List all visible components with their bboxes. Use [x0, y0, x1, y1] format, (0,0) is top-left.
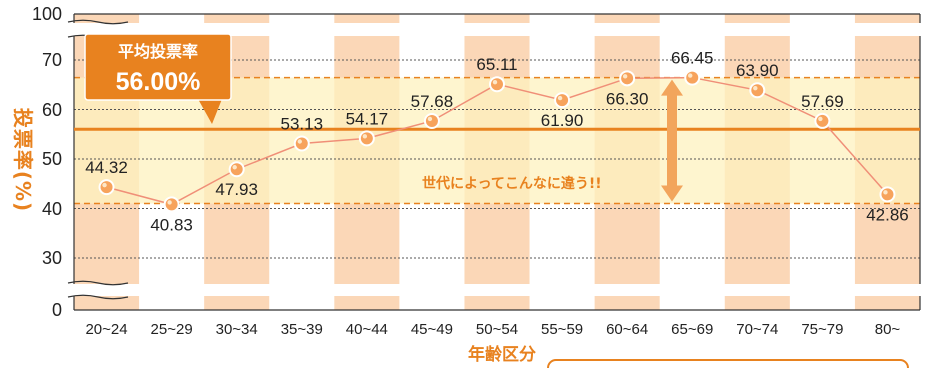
data-point: [358, 130, 375, 147]
data-point-highlight: [297, 139, 302, 144]
average-callout: 平均投票率 56.00%: [84, 33, 232, 124]
y-tick-label: 100: [32, 4, 62, 24]
break-wave: [67, 294, 129, 300]
x-category-label: 50~54: [476, 321, 518, 338]
y-tick-labels: 0 30 40 50 60 70 100: [32, 4, 62, 320]
data-point: [228, 161, 245, 178]
data-label: 54.17: [346, 109, 389, 128]
y-tick-label: 0: [52, 300, 62, 320]
data-point: [749, 82, 766, 99]
break-gap: [66, 23, 928, 36]
data-point: [489, 76, 505, 93]
data-point: [879, 186, 896, 203]
x-category-label: 55~59: [541, 321, 583, 338]
data-label: 66.30: [606, 89, 649, 108]
data-point-highlight: [167, 200, 172, 205]
axis-breaks: [66, 19, 928, 300]
average-value: 56.00%: [116, 68, 201, 96]
data-label: 47.93: [215, 180, 258, 199]
data-label: 40.83: [150, 215, 193, 234]
data-point: [684, 69, 701, 86]
average-callout-pointer: [198, 99, 222, 124]
data-point-highlight: [102, 182, 107, 188]
data-point-highlight: [232, 165, 237, 170]
x-category-labels: 20~24 25~29 30~34 35~39 40~44 45~49 50~54 55~59…: [85, 321, 900, 338]
y-tick-label: 30: [42, 248, 62, 268]
data-point-highlight: [622, 74, 628, 79]
average-callout-box: [84, 33, 232, 101]
data-point-highlight: [753, 85, 758, 91]
x-category-label: 60~64: [606, 321, 648, 338]
double-arrow-shape: [661, 79, 683, 202]
data-point: [554, 92, 571, 109]
footer-box: [547, 359, 909, 368]
data-point: [293, 135, 310, 152]
data-point-highlight: [427, 116, 433, 122]
break-wave: [67, 19, 129, 25]
x-category-label: 65~69: [671, 321, 713, 338]
x-category-label: 40~44: [346, 321, 388, 338]
data-label: 63.90: [736, 61, 779, 80]
x-category-label: 30~34: [216, 321, 258, 338]
average-title: 平均投票率: [118, 42, 198, 61]
y-axis-title: 投票率(%): [11, 108, 35, 212]
data-label: 57.68: [411, 92, 454, 111]
data-point: [98, 179, 115, 196]
y-tick-label: 50: [42, 149, 62, 169]
data-point: [619, 70, 636, 87]
break-gap: [66, 284, 928, 296]
data-label: 53.13: [280, 115, 323, 134]
x-axis-title: 年齢区分: [468, 344, 536, 365]
data-point-highlight: [557, 95, 563, 101]
double-arrow-icon: [661, 79, 683, 202]
data-label: 61.90: [541, 111, 584, 130]
turnout-series: [98, 69, 896, 213]
x-category-label: 25~29: [151, 321, 193, 338]
data-point-highlight: [883, 190, 888, 195]
data-point: [163, 196, 180, 213]
y-tick-label: 40: [42, 199, 62, 219]
data-label: 65.11: [476, 55, 517, 74]
x-category-label: 35~39: [281, 321, 323, 338]
y-tick-label: 70: [42, 50, 62, 70]
data-point-highlight: [362, 134, 368, 139]
data-label: 57.69: [801, 92, 844, 111]
x-category-label: 75~79: [801, 321, 843, 338]
data-point: [814, 112, 831, 129]
y-tick-label: 60: [42, 100, 62, 120]
annotation-text: 世代によってこんなに違う!!: [422, 175, 602, 192]
data-point-highlight: [688, 73, 693, 78]
x-category-label: 70~74: [736, 321, 778, 338]
data-label: 42.86: [866, 205, 909, 224]
data-labels: 44.32 40.83 47.93 53.13 54.17 57.68 65.11 61.90…: [85, 49, 908, 235]
data-point: [423, 112, 440, 129]
data-point-highlight: [492, 80, 498, 85]
data-label: 44.32: [85, 158, 128, 177]
break-wave: [67, 280, 129, 286]
x-category-label: 45~49: [411, 321, 453, 338]
data-point-highlight: [818, 116, 823, 122]
data-label: 66.45: [671, 49, 714, 68]
x-category-label: 20~24: [85, 321, 127, 338]
x-category-label: 80~: [875, 321, 901, 338]
